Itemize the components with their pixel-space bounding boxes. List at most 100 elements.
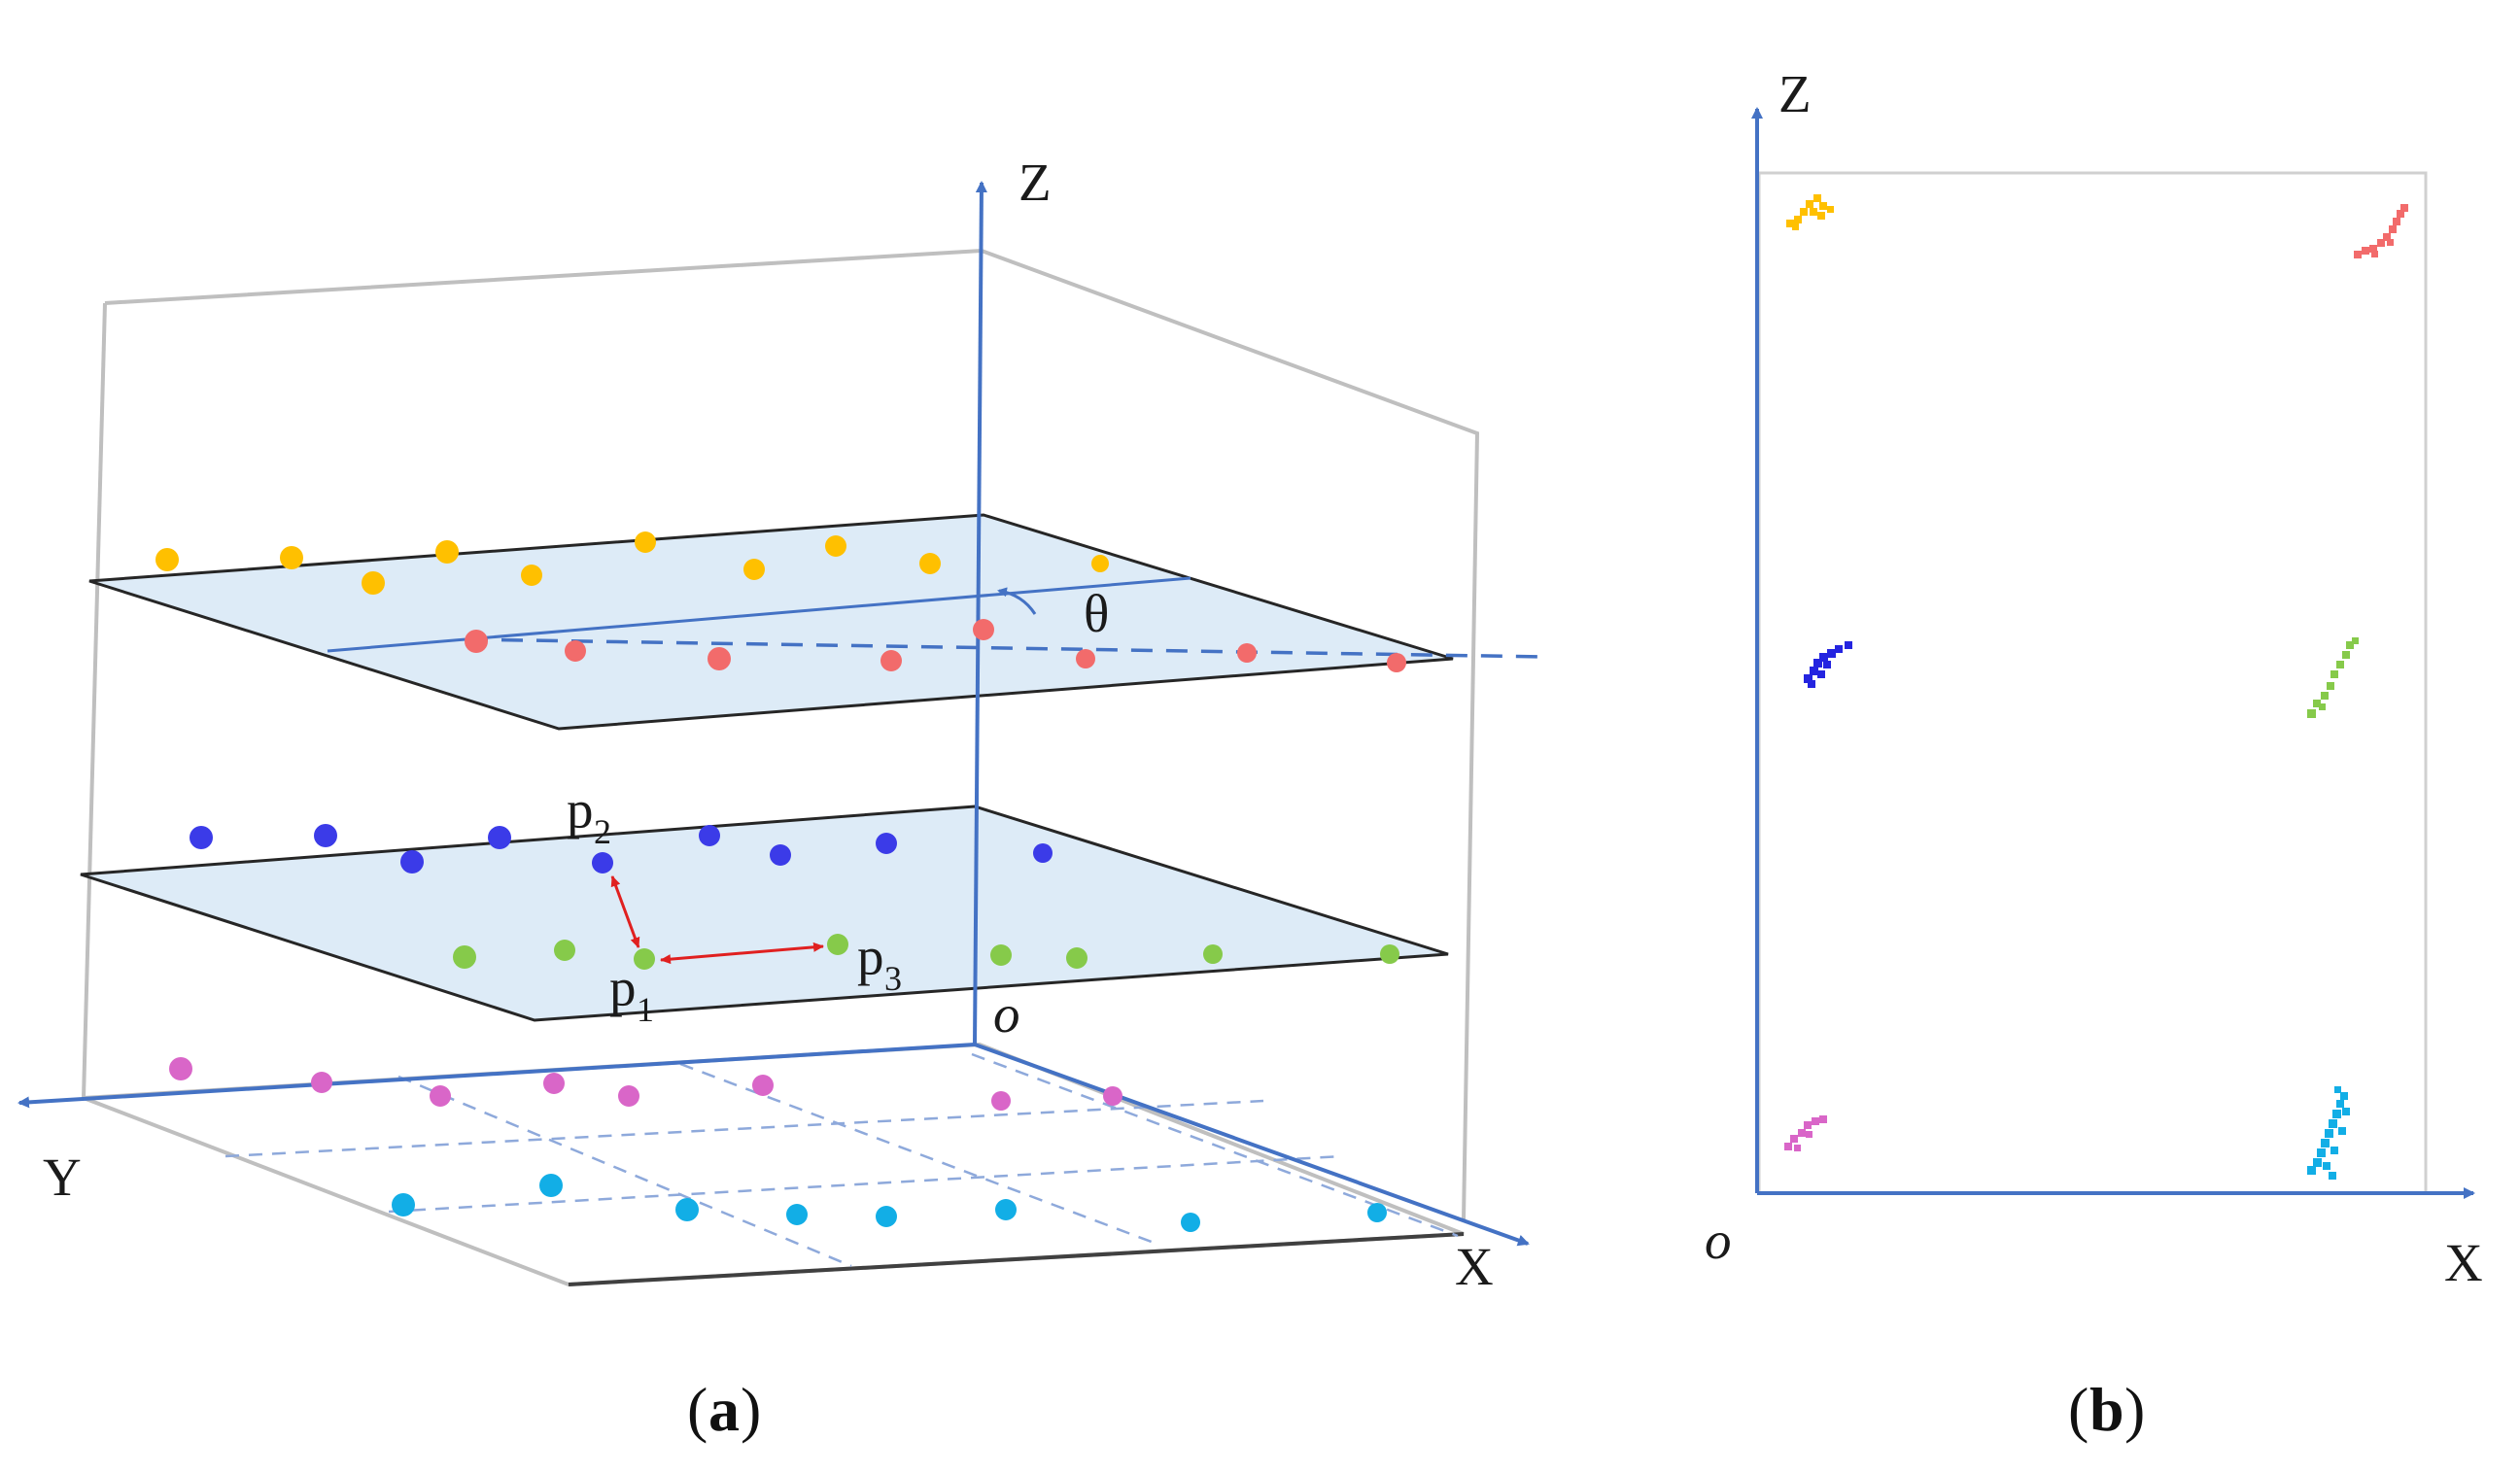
panel-a: Z Y X o θ p 2 p 1 p 3 ( a ) — [17, 153, 1546, 1444]
data-point — [1066, 947, 1087, 969]
data-point — [876, 1206, 897, 1227]
bounding-box — [82, 248, 1480, 1220]
data-point — [635, 531, 656, 553]
data-point — [362, 571, 385, 595]
box-back-edges — [104, 248, 1480, 1220]
projection-frame — [1757, 171, 2428, 1195]
p1-subscript: 1 — [637, 990, 654, 1029]
y-axis — [17, 1043, 976, 1109]
data-point — [190, 826, 213, 849]
caption-a: ( a ) — [687, 1375, 761, 1444]
blue-cluster — [1804, 641, 1852, 688]
cyan-point-row — [392, 1174, 1387, 1232]
data-point — [280, 546, 303, 569]
caption-b: ( b ) — [2068, 1375, 2145, 1444]
data-point-p2 — [592, 852, 613, 874]
data-point — [392, 1193, 415, 1216]
p2-letter: p — [567, 780, 594, 839]
caption-b-open: ( — [2068, 1375, 2088, 1444]
orange-point-row — [155, 531, 1109, 595]
z-axis-label-b: Z — [1778, 64, 1812, 123]
caption-a-letter: a — [708, 1375, 740, 1444]
data-point — [543, 1073, 565, 1094]
p3-subscript: 3 — [884, 959, 902, 998]
z-axis — [973, 181, 987, 1045]
p3-label: p 3 — [857, 927, 902, 998]
data-point — [1237, 643, 1257, 663]
data-point — [708, 647, 731, 670]
caption-a-close: ) — [741, 1375, 761, 1444]
middle-plane — [80, 805, 1449, 1022]
origin-label-a: o — [993, 984, 1020, 1044]
data-point — [1103, 1086, 1122, 1106]
magenta-cluster — [1784, 1115, 1827, 1151]
data-point — [618, 1085, 639, 1107]
caption-b-close: ) — [2124, 1375, 2145, 1444]
p2-subscript: 2 — [594, 812, 611, 851]
data-point — [488, 826, 511, 849]
data-point — [435, 540, 459, 564]
z-axis-label-a: Z — [1018, 153, 1052, 212]
data-point — [825, 535, 846, 557]
p1-letter: p — [609, 958, 637, 1017]
magenta-point-row — [169, 1057, 1122, 1111]
data-point — [465, 630, 488, 653]
distance-arrows — [610, 875, 824, 965]
x-axis — [974, 1043, 1530, 1247]
cyan-cluster — [2307, 1086, 2350, 1180]
data-point — [919, 553, 941, 574]
axes-b — [1751, 107, 2475, 1199]
data-point — [743, 559, 765, 580]
arrow-p1-p2 — [610, 875, 640, 948]
data-point — [400, 850, 424, 874]
floor-plane — [83, 1042, 1465, 1287]
data-point — [1033, 843, 1053, 863]
data-point — [880, 650, 902, 671]
data-point — [554, 940, 575, 961]
box-left-edge — [82, 302, 107, 1099]
data-point — [314, 824, 337, 847]
data-point — [1076, 649, 1095, 668]
top-plane — [88, 513, 1546, 731]
data-point — [699, 825, 720, 846]
blue-point-row — [190, 824, 1053, 874]
green-point-row — [453, 934, 1399, 970]
p2-label: p 2 — [567, 780, 611, 851]
data-point — [1387, 653, 1406, 672]
y-axis-label-a: Y — [43, 1148, 82, 1207]
floor-front-edge — [568, 1232, 1465, 1286]
data-point — [155, 548, 179, 571]
data-point — [1203, 944, 1223, 964]
caption-b-letter: b — [2089, 1375, 2124, 1444]
data-point-p3 — [827, 934, 848, 955]
data-point — [995, 1199, 1017, 1220]
data-point — [169, 1057, 192, 1080]
green-cluster — [2307, 637, 2359, 718]
data-point — [973, 619, 994, 640]
panel-b: Z X o ( b ) — [1705, 64, 2483, 1444]
p3-letter: p — [857, 927, 884, 986]
red-point-row — [465, 619, 1406, 672]
axes-a — [17, 181, 1530, 1247]
x-axis-label-a: X — [1455, 1237, 1494, 1296]
arrow-p1-p3 — [660, 942, 824, 965]
data-point — [1367, 1203, 1387, 1222]
data-point — [1380, 944, 1399, 964]
data-point — [539, 1174, 563, 1197]
caption-a-open: ( — [687, 1375, 708, 1444]
data-point — [990, 944, 1012, 966]
projection-dashed-line — [466, 637, 1546, 659]
data-point — [752, 1075, 774, 1096]
red-cluster — [2354, 204, 2408, 258]
theta-label: θ — [1084, 584, 1109, 643]
data-point — [786, 1204, 808, 1225]
data-point — [770, 844, 791, 866]
data-point — [430, 1085, 451, 1107]
theta-arc — [997, 587, 1037, 615]
data-point — [1181, 1213, 1200, 1232]
p1-label: p 1 — [609, 958, 654, 1029]
data-point — [453, 945, 476, 969]
data-point — [991, 1091, 1011, 1111]
origin-label-b: o — [1705, 1211, 1732, 1270]
